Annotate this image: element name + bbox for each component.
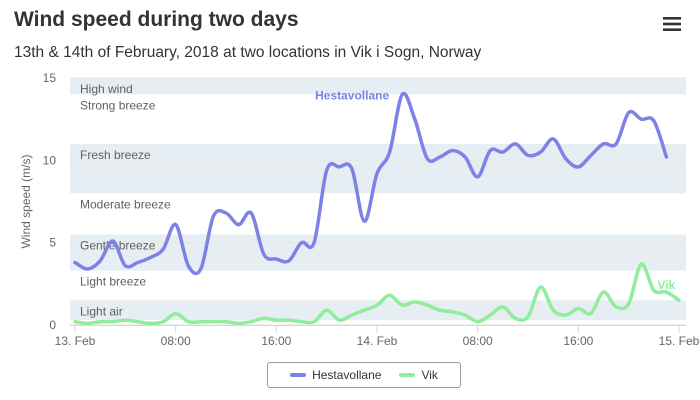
series-label-vik: Vik xyxy=(658,278,676,292)
legend-item-vik[interactable]: Vik xyxy=(399,368,438,382)
y-axis-title: Wind speed (m/s) xyxy=(19,154,33,248)
legend-label-vik: Vik xyxy=(421,368,438,382)
plot-band-label-5: Strong breeze xyxy=(80,98,156,112)
x-tick-label-5: 16:00 xyxy=(563,334,593,348)
y-tick-label-1: 5 xyxy=(49,236,56,250)
plot-band-label-0: Light air xyxy=(80,304,123,318)
chart-legend: Hestavollane Vik xyxy=(267,362,461,388)
plot-band-label-1: Light breeze xyxy=(80,275,146,289)
plot-band-label-3: Moderate breeze xyxy=(80,197,171,211)
plot-band-label-4: Fresh breeze xyxy=(80,148,151,162)
legend-swatch-hestavollane xyxy=(290,373,307,377)
legend-item-hestavollane[interactable]: Hestavollane xyxy=(290,368,381,382)
x-tick-label-2: 16:00 xyxy=(261,334,291,348)
y-tick-label-2: 10 xyxy=(43,153,57,167)
x-tick-label-3: 14. Feb xyxy=(357,334,398,348)
plot-band-label-6: High wind xyxy=(80,82,133,96)
series-line-vik xyxy=(73,262,681,326)
series-label-hestavollane: Hestavollane xyxy=(315,88,389,102)
legend-swatch-vik xyxy=(399,373,416,377)
x-tick-label-6: 15. Feb xyxy=(659,334,700,348)
y-tick-label-0: 0 xyxy=(49,318,56,332)
chart-title: Wind speed during two days xyxy=(14,8,299,31)
x-tick-label-0: 13. Feb xyxy=(55,334,96,348)
chart-subtitle: 13th & 14th of February, 2018 at two loc… xyxy=(14,44,482,61)
hamburger-menu-glyph xyxy=(663,17,681,31)
hamburger-menu-icon[interactable] xyxy=(656,10,688,38)
x-tick-label-4: 08:00 xyxy=(463,334,493,348)
series-line-hestavollane xyxy=(73,91,669,276)
y-tick-label-3: 15 xyxy=(43,71,57,85)
legend-label-hestavollane: Hestavollane xyxy=(312,368,382,382)
plot-band-2 xyxy=(70,234,686,271)
x-tick-label-1: 08:00 xyxy=(161,334,191,348)
plot-band-6 xyxy=(70,78,686,95)
